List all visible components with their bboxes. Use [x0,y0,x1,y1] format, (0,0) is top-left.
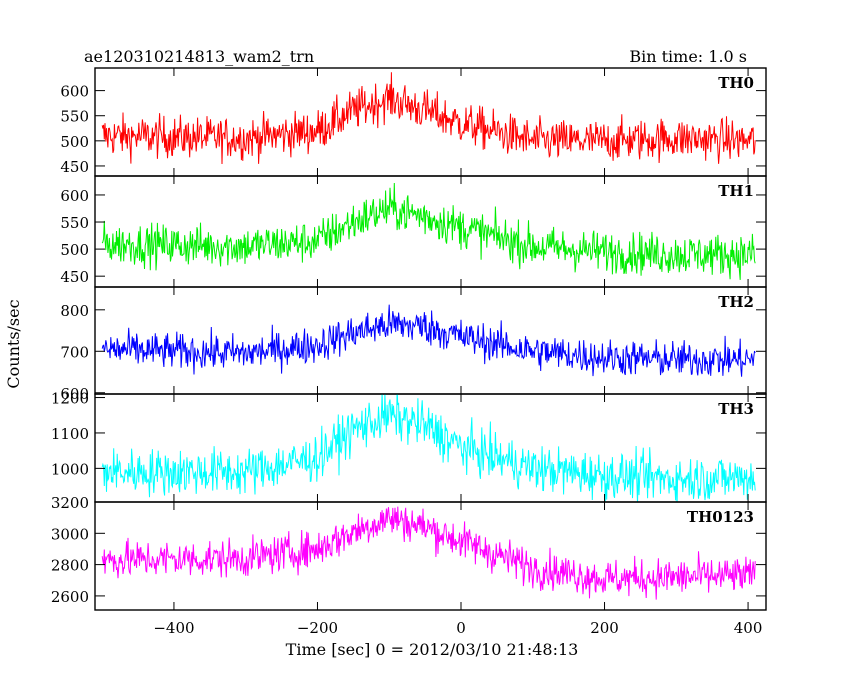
y-tick-label: 600 [60,385,89,403]
y-tick-label: 450 [60,158,89,176]
y-tick-label: 3000 [51,525,89,543]
y-tick-label: 550 [60,214,89,232]
panel-th2: 600 700 800 TH2 [60,286,767,403]
panel-frame [94,67,767,177]
y-tick-label: 500 [60,133,89,151]
y-tick-label: 700 [60,343,89,361]
y-tick-label: 500 [60,241,89,259]
series-line-th2 [101,304,756,377]
panel-frame [94,501,767,611]
panel-th1: 450 500 550 600 TH1 [60,175,767,288]
y-tick-label: 1200 [51,390,89,408]
series-label: TH2 [718,293,754,311]
plot-title: ae120310214813_wam2_trn [84,47,314,66]
panel-th0: 450 500 550 600 TH0 [60,67,767,177]
y-axis-label: Counts/sec [4,299,23,388]
x-axis-label: Time [sec] 0 = 2012/03/10 21:48:13 [286,640,579,659]
panel-th3: 1000 1100 1200 TH3 [51,390,767,503]
y-tick-label: 450 [60,268,89,286]
y-tick-label: 800 [60,302,89,320]
series-label: TH3 [718,400,754,418]
panel-group: 450 500 550 600 TH0 450 500 550 600 TH1 600 700 800 T… [51,67,767,637]
y-tick-label: 2600 [51,588,89,606]
series-line-th1 [101,182,756,280]
y-tick-label: 550 [60,108,89,126]
series-label: TH1 [718,182,754,200]
panel-frame [94,175,767,288]
series-label: TH0123 [687,508,754,526]
y-tick-label: 1000 [51,460,89,478]
x-tick-label: −400 [153,619,194,637]
y-tick-label: 1100 [51,425,89,443]
y-tick-label: 3200 [51,494,89,512]
series-label: TH0 [718,74,754,92]
series-line-th3 [101,394,756,502]
x-tick-label: 0 [456,619,466,637]
x-tick-label: −200 [297,619,338,637]
x-tick-label: 400 [734,619,763,637]
y-tick-label: 2800 [51,557,89,575]
x-tick-label: 200 [590,619,619,637]
panel-th0123: 2600 2800 3000 3200 TH0123 [51,494,767,611]
series-line-th0 [101,72,756,165]
y-tick-label: 600 [60,83,89,101]
bin-time-label: Bin time: 1.0 s [629,47,747,66]
series-line-th0123 [101,506,756,600]
y-tick-label: 600 [60,187,89,205]
